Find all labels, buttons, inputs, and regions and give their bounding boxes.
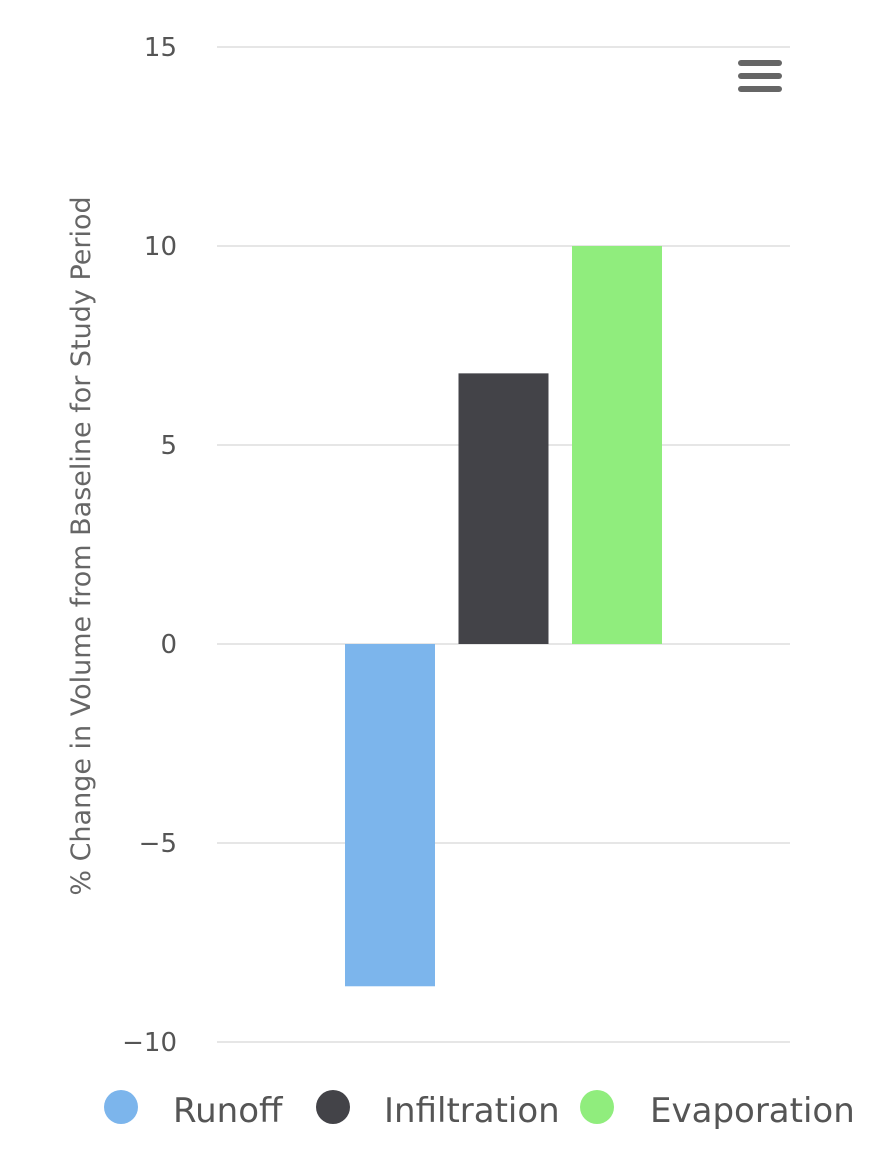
bars [345, 246, 662, 987]
legend-item-runoff[interactable]: Runoff [104, 1090, 284, 1131]
y-tick-label: 10 [144, 232, 177, 262]
y-tick-label: 15 [144, 33, 177, 63]
y-tick-label: −10 [122, 1028, 177, 1058]
legend-item-evaporation[interactable]: Evaporation [580, 1090, 855, 1131]
legend-marker [580, 1090, 614, 1124]
y-tick-label: 0 [160, 630, 177, 660]
legend-label: Infiltration [384, 1091, 560, 1131]
y-tick-label: 5 [160, 431, 177, 461]
y-axis-ticks: 15 10 5 0 −5 −10 [122, 33, 177, 1058]
y-tick-label: −5 [139, 829, 177, 859]
legend: Runoff Infiltration Evaporation [104, 1090, 855, 1131]
legend-label: Evaporation [650, 1091, 855, 1131]
legend-label: Runoff [173, 1091, 284, 1131]
legend-marker [316, 1090, 350, 1124]
hamburger-menu-icon[interactable] [730, 56, 790, 104]
y-axis-label: % Change in Volume from Baseline for Stu… [66, 196, 97, 895]
bar-infiltration[interactable] [458, 373, 549, 644]
bar-evaporation[interactable] [572, 246, 662, 644]
legend-marker [104, 1090, 138, 1124]
legend-item-infiltration[interactable]: Infiltration [316, 1090, 560, 1131]
bar-runoff[interactable] [345, 644, 435, 987]
